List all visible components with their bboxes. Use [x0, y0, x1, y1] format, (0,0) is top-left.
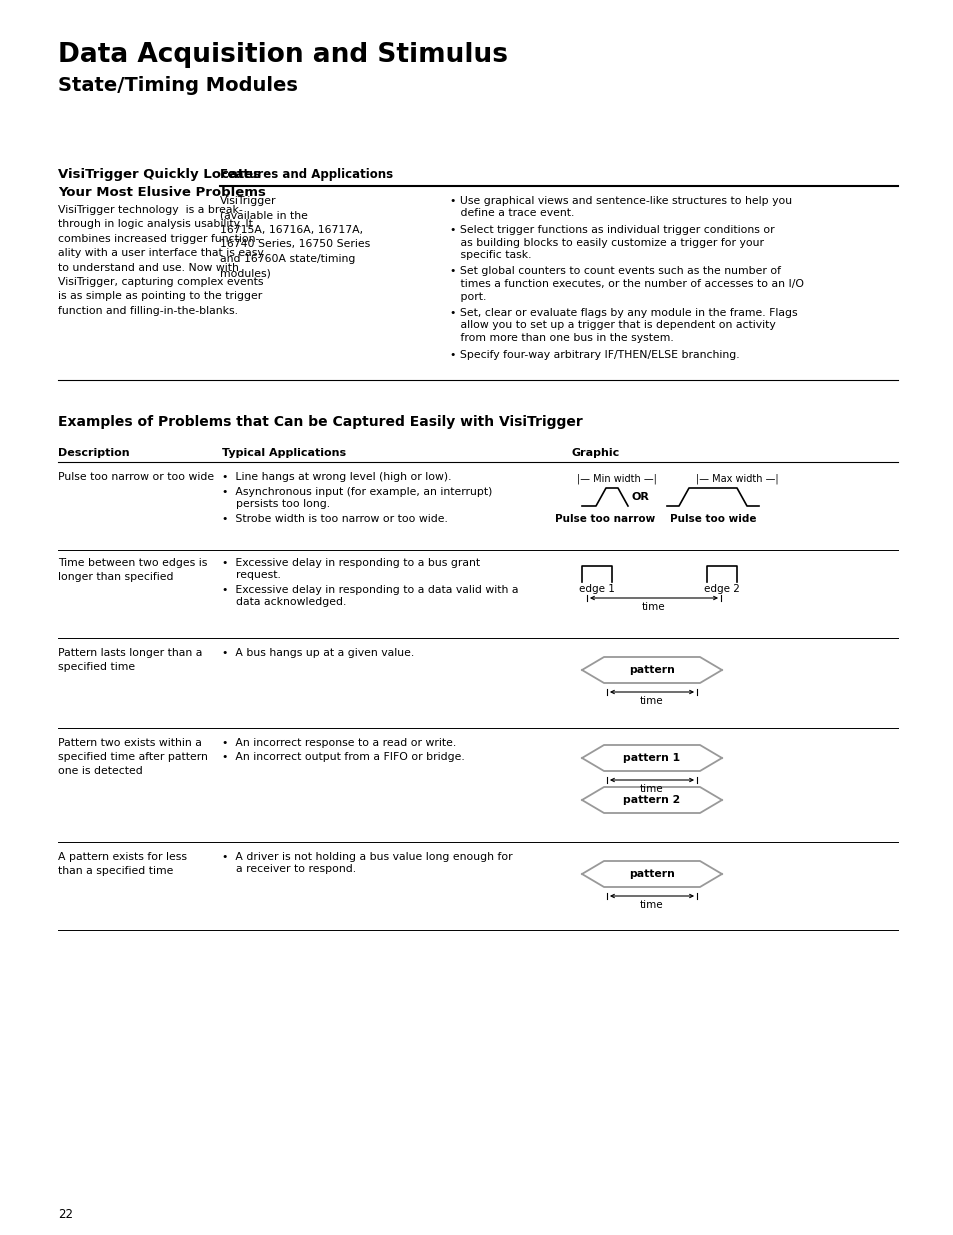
- Text: Pulse too narrow: Pulse too narrow: [555, 514, 655, 524]
- Text: request.: request.: [222, 571, 280, 580]
- Text: persists too long.: persists too long.: [222, 499, 330, 509]
- Text: Pattern two exists within a
specified time after pattern
one is detected: Pattern two exists within a specified ti…: [58, 739, 208, 776]
- Text: port.: port.: [450, 291, 486, 301]
- Text: •  A bus hangs up at a given value.: • A bus hangs up at a given value.: [222, 648, 414, 658]
- Text: Graphic: Graphic: [572, 448, 619, 458]
- Text: pattern 1: pattern 1: [622, 753, 679, 763]
- Text: a receiver to respond.: a receiver to respond.: [222, 864, 355, 874]
- Text: •  Line hangs at wrong level (high or low).: • Line hangs at wrong level (high or low…: [222, 472, 451, 482]
- Text: Pulse too wide: Pulse too wide: [669, 514, 756, 524]
- Text: VisiTrigger technology  is a break-
through in logic analysis usability. It
comb: VisiTrigger technology is a break- throu…: [58, 205, 263, 316]
- Text: •  Asynchronous input (for example, an interrupt): • Asynchronous input (for example, an in…: [222, 487, 492, 496]
- Text: |— Max width —|: |— Max width —|: [695, 474, 778, 484]
- Text: • Select trigger functions as individual trigger conditions or: • Select trigger functions as individual…: [450, 225, 774, 235]
- Text: allow you to set up a trigger that is dependent on activity: allow you to set up a trigger that is de…: [450, 321, 775, 331]
- Text: •  Excessive delay in responding to a data valid with a: • Excessive delay in responding to a dat…: [222, 585, 518, 595]
- Text: • Set global counters to count events such as the number of: • Set global counters to count events su…: [450, 267, 781, 277]
- Text: • Set, clear or evaluate flags by any module in the frame. Flags: • Set, clear or evaluate flags by any mo…: [450, 308, 797, 317]
- Text: time: time: [639, 900, 663, 910]
- Text: •  Excessive delay in responding to a bus grant: • Excessive delay in responding to a bus…: [222, 558, 479, 568]
- Text: pattern: pattern: [628, 664, 674, 676]
- Text: Examples of Problems that Can be Captured Easily with VisiTrigger: Examples of Problems that Can be Capture…: [58, 415, 582, 429]
- Text: Pulse too narrow or too wide: Pulse too narrow or too wide: [58, 472, 213, 482]
- Text: time: time: [641, 601, 665, 613]
- Text: State/Timing Modules: State/Timing Modules: [58, 77, 297, 95]
- Text: VisiTrigger
(available in the
16715A, 16716A, 16717A,
16740 Series, 16750 Series: VisiTrigger (available in the 16715A, 16…: [220, 196, 370, 278]
- Text: •  Strobe width is too narrow or too wide.: • Strobe width is too narrow or too wide…: [222, 514, 447, 524]
- Text: Typical Applications: Typical Applications: [222, 448, 346, 458]
- Text: •  A driver is not holding a bus value long enough for: • A driver is not holding a bus value lo…: [222, 852, 512, 862]
- Text: Features and Applications: Features and Applications: [220, 168, 393, 182]
- Text: VisiTrigger Quickly Locates
Your Most Elusive Problems: VisiTrigger Quickly Locates Your Most El…: [58, 168, 266, 199]
- Text: time: time: [639, 697, 663, 706]
- Text: times a function executes, or the number of accesses to an I/O: times a function executes, or the number…: [450, 279, 803, 289]
- Text: |— Min width —|: |— Min width —|: [577, 474, 657, 484]
- Text: •  An incorrect response to a read or write.: • An incorrect response to a read or wri…: [222, 739, 456, 748]
- Text: time: time: [639, 784, 663, 794]
- Text: 22: 22: [58, 1208, 73, 1221]
- Text: data acknowledged.: data acknowledged.: [222, 597, 346, 606]
- Text: pattern: pattern: [628, 869, 674, 879]
- Text: Pattern lasts longer than a
specified time: Pattern lasts longer than a specified ti…: [58, 648, 202, 672]
- Text: edge 2: edge 2: [703, 584, 740, 594]
- Text: Description: Description: [58, 448, 130, 458]
- Text: Data Acquisition and Stimulus: Data Acquisition and Stimulus: [58, 42, 507, 68]
- Text: OR: OR: [630, 492, 648, 501]
- Text: A pattern exists for less
than a specified time: A pattern exists for less than a specifi…: [58, 852, 187, 876]
- Text: •  An incorrect output from a FIFO or bridge.: • An incorrect output from a FIFO or bri…: [222, 752, 464, 762]
- Text: edge 1: edge 1: [578, 584, 615, 594]
- Text: • Use graphical views and sentence-like structures to help you: • Use graphical views and sentence-like …: [450, 196, 791, 206]
- Text: Time between two edges is
longer than specified: Time between two edges is longer than sp…: [58, 558, 207, 582]
- Text: from more than one bus in the system.: from more than one bus in the system.: [450, 333, 673, 343]
- Text: pattern 2: pattern 2: [622, 795, 679, 805]
- Text: • Specify four-way arbitrary IF/THEN/ELSE branching.: • Specify four-way arbitrary IF/THEN/ELS…: [450, 350, 739, 359]
- Text: define a trace event.: define a trace event.: [450, 209, 574, 219]
- Text: as building blocks to easily customize a trigger for your: as building blocks to easily customize a…: [450, 237, 763, 247]
- Text: specific task.: specific task.: [450, 249, 531, 261]
